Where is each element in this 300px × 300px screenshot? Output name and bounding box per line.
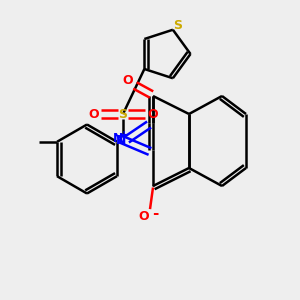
Text: S: S [118,107,127,121]
Text: O: O [122,74,133,88]
Text: N: N [116,134,127,148]
Text: -: - [152,206,159,221]
Text: +: + [120,130,128,140]
Text: S: S [173,19,182,32]
Text: O: O [147,107,158,121]
Text: N: N [113,132,124,145]
Text: O: O [88,107,99,121]
Text: O: O [139,209,149,223]
